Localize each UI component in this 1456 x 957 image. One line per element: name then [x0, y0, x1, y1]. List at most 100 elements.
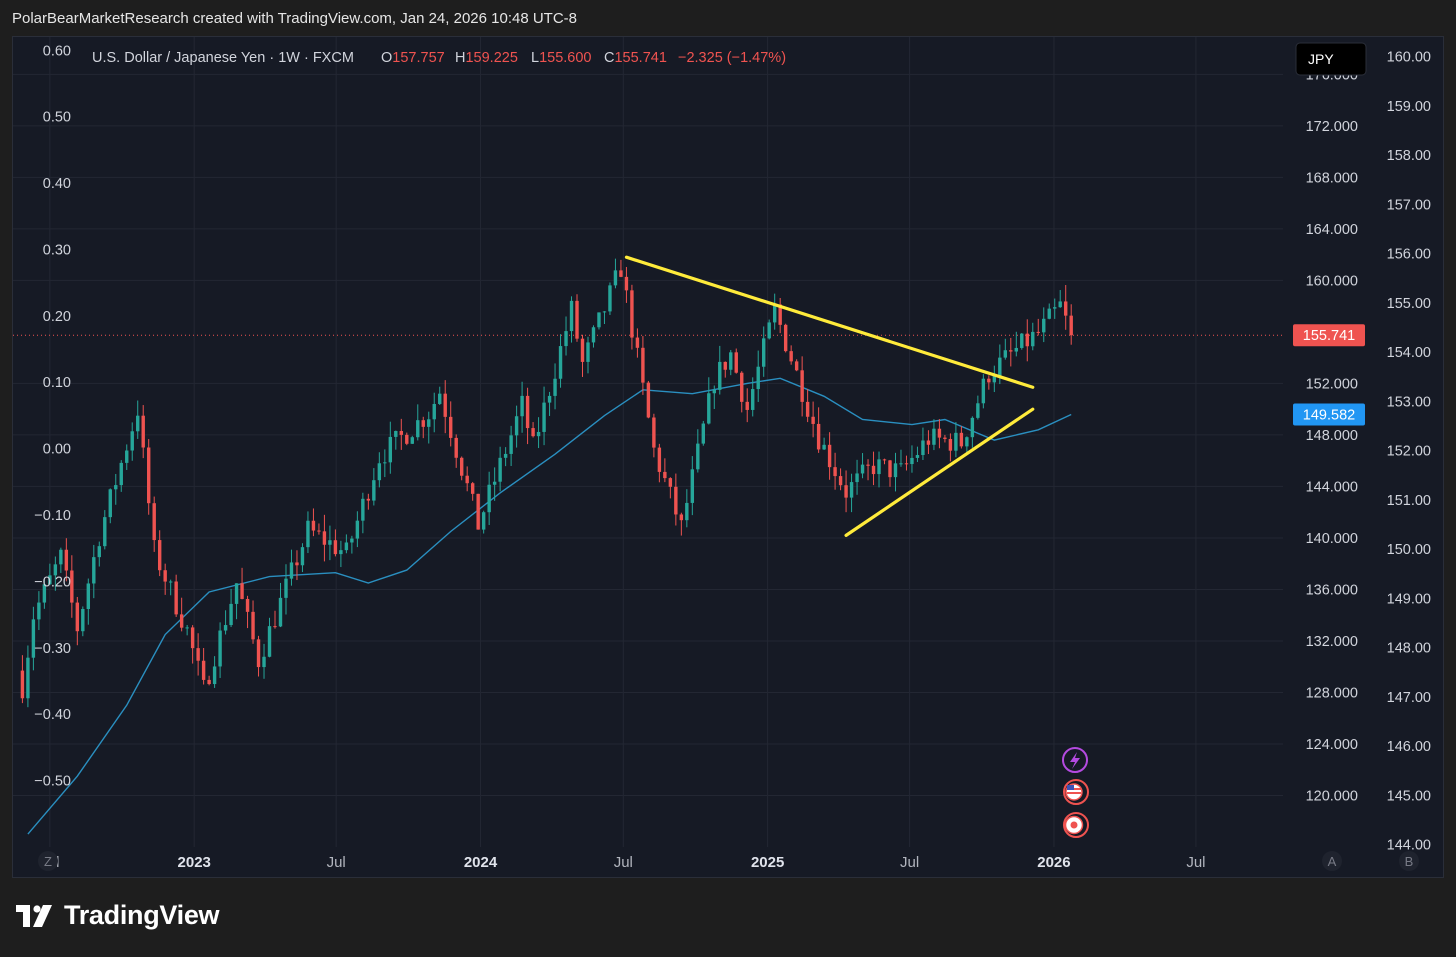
- candle: [778, 297, 782, 334]
- tradingview-logo-icon: [16, 904, 52, 927]
- candle: [723, 361, 727, 378]
- candle: [147, 439, 151, 515]
- candle: [355, 511, 360, 548]
- candle: [459, 456, 464, 481]
- z-button[interactable]: [38, 851, 58, 871]
- secondary-axis-tick: 145.00: [1387, 788, 1431, 804]
- candle: [168, 579, 173, 596]
- chart-frame[interactable]: 176.000172.000168.000164.000160.000152.0…: [12, 36, 1444, 878]
- left-axis-tick: −0.30: [34, 641, 71, 657]
- candle: [569, 296, 574, 343]
- candle: [794, 359, 799, 372]
- candle: [262, 643, 266, 679]
- candle: [1031, 322, 1035, 351]
- legend-low-label: L: [531, 50, 539, 66]
- candle: [756, 350, 760, 402]
- candle: [75, 596, 80, 646]
- candle: [547, 391, 552, 416]
- currency-button[interactable]: [1295, 42, 1367, 76]
- a-button[interactable]: [1322, 851, 1342, 871]
- secondary-axis-tick: 156.00: [1387, 247, 1431, 263]
- candle: [240, 567, 244, 600]
- candle: [981, 374, 986, 409]
- secondary-axis-tick: 150.00: [1387, 542, 1431, 558]
- time-axis-tick: 2025: [751, 854, 784, 871]
- candle: [608, 282, 612, 315]
- price-axis-tick: 128.000: [1306, 685, 1358, 701]
- candle: [833, 452, 837, 490]
- legend-low-value: 155.600: [539, 50, 591, 66]
- candle: [416, 404, 420, 441]
- secondary-axis-tick: 159.00: [1387, 99, 1431, 115]
- last-price-badge-label: 155.741: [1303, 328, 1355, 344]
- candle: [125, 444, 129, 470]
- left-axis-tick: −0.50: [34, 774, 71, 790]
- candle: [64, 538, 69, 582]
- candle: [630, 284, 634, 350]
- candle: [734, 348, 738, 374]
- legend-open-label: O: [381, 50, 392, 66]
- candle: [476, 493, 480, 530]
- tradingview-logo[interactable]: TradingView: [16, 900, 220, 931]
- candle: [613, 258, 618, 289]
- candle: [740, 371, 744, 413]
- candle: [157, 530, 162, 577]
- price-axis-tick: 168.000: [1306, 170, 1358, 186]
- secondary-axis-tick: 152.00: [1387, 444, 1431, 460]
- candle: [498, 446, 502, 492]
- candle: [377, 452, 382, 488]
- candle: [943, 434, 947, 443]
- candle: [438, 386, 442, 405]
- legend-close-value: 155.741: [614, 50, 666, 66]
- candle: [108, 488, 112, 524]
- candle: [443, 380, 447, 434]
- candle: [174, 574, 178, 617]
- candle: [1047, 303, 1051, 320]
- candle: [185, 625, 189, 636]
- candle: [470, 481, 475, 501]
- candle: [31, 606, 36, 671]
- candle: [119, 460, 123, 492]
- candle: [267, 617, 272, 658]
- trendline[interactable]: [624, 255, 1035, 389]
- candle: [937, 419, 942, 449]
- candle: [855, 459, 859, 495]
- candle: [42, 580, 47, 609]
- trendline[interactable]: [844, 407, 1035, 537]
- candle: [718, 345, 722, 395]
- candle: [652, 413, 656, 458]
- candle: [333, 529, 338, 557]
- candle: [635, 328, 640, 358]
- price-chart[interactable]: 176.000172.000168.000164.000160.000152.0…: [13, 37, 1443, 877]
- candle: [350, 535, 354, 554]
- candle: [838, 468, 843, 491]
- candle: [114, 473, 118, 505]
- currency-button-label: JPY: [1308, 51, 1334, 67]
- candle: [92, 544, 96, 599]
- a-button-label: A: [1328, 854, 1337, 869]
- candle: [163, 563, 167, 595]
- secondary-axis-tick: 146.00: [1387, 739, 1431, 755]
- candle: [553, 363, 557, 410]
- candle: [284, 564, 288, 615]
- legend-open-value: 157.757: [392, 50, 444, 66]
- b-button[interactable]: [1399, 851, 1419, 871]
- secondary-axis-tick: 147.00: [1387, 690, 1431, 706]
- candle: [317, 523, 321, 535]
- candle: [921, 427, 925, 460]
- candle: [1036, 318, 1040, 336]
- candle: [948, 433, 953, 462]
- candle: [136, 400, 140, 439]
- ma-price-badge-label: 149.582: [1303, 408, 1355, 424]
- price-axis-tick: 136.000: [1306, 582, 1358, 598]
- candle: [926, 430, 931, 455]
- legend-change: −2.325 (−1.47%): [678, 50, 786, 66]
- candle: [976, 395, 980, 420]
- candle: [910, 445, 914, 473]
- candle: [657, 443, 662, 483]
- price-axis-tick: 164.000: [1306, 222, 1358, 238]
- candle: [525, 387, 530, 445]
- candle: [767, 319, 771, 340]
- candle: [20, 655, 25, 704]
- candle: [1069, 304, 1073, 345]
